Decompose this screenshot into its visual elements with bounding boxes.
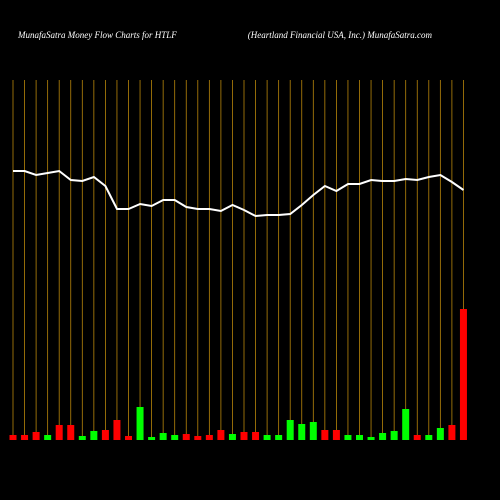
bar	[171, 435, 179, 440]
bar	[390, 431, 398, 440]
bar	[448, 425, 456, 440]
bar	[413, 435, 421, 440]
money-flow-line	[13, 169, 465, 218]
bar	[125, 436, 132, 440]
bar	[275, 435, 283, 440]
bar	[402, 409, 410, 440]
bar	[425, 435, 433, 440]
bar	[356, 435, 363, 440]
bar	[182, 434, 190, 440]
bar	[44, 435, 52, 440]
bar	[344, 435, 352, 440]
bar	[263, 435, 271, 440]
bar	[379, 433, 387, 440]
bar	[321, 430, 329, 440]
bar	[205, 435, 213, 440]
bar	[159, 433, 167, 440]
bar	[240, 432, 248, 440]
chart-subtitle: (Heartland Financial USA, Inc.) MunafaSa…	[248, 30, 433, 40]
bar	[252, 432, 260, 440]
bar	[21, 435, 29, 440]
chart-title: MunafaSatra Money Flow Charts for HTLF	[17, 30, 177, 40]
bars	[9, 309, 467, 440]
bar	[148, 437, 156, 440]
bar	[67, 425, 75, 440]
bar	[9, 435, 17, 440]
bar	[113, 420, 121, 440]
bar	[217, 430, 225, 440]
bar	[298, 424, 306, 440]
bar	[55, 425, 63, 440]
bar	[332, 430, 340, 440]
bar	[78, 436, 86, 440]
bar	[90, 431, 98, 440]
bar	[309, 422, 317, 440]
bar	[101, 430, 109, 440]
bar	[367, 437, 375, 440]
grid	[12, 80, 464, 440]
lines	[13, 169, 465, 218]
bar	[459, 309, 467, 440]
bar	[32, 432, 40, 440]
bar	[436, 428, 444, 440]
bar	[228, 434, 236, 440]
bar	[194, 436, 202, 440]
bar	[286, 420, 294, 440]
bar	[136, 407, 144, 440]
